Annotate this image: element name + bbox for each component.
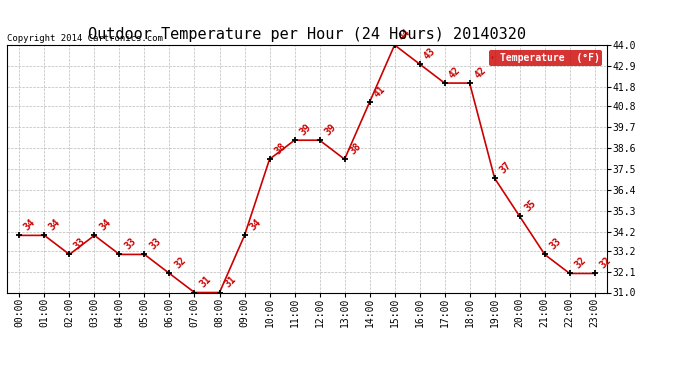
Text: 34: 34: [22, 217, 37, 232]
Text: 34: 34: [247, 217, 263, 232]
Text: 42: 42: [447, 65, 463, 80]
Text: 34: 34: [97, 217, 112, 232]
Text: Copyright 2014 Cartronics.com: Copyright 2014 Cartronics.com: [7, 34, 163, 43]
Text: 39: 39: [322, 122, 337, 137]
Text: 32: 32: [598, 255, 613, 271]
Text: 35: 35: [522, 198, 538, 214]
Text: 32: 32: [172, 255, 188, 271]
Text: 33: 33: [547, 236, 563, 252]
Text: 33: 33: [147, 236, 163, 252]
Text: 37: 37: [497, 160, 513, 176]
Text: 31: 31: [197, 274, 213, 290]
Text: 38: 38: [273, 141, 288, 156]
Text: 32: 32: [573, 255, 588, 271]
Text: 31: 31: [222, 274, 237, 290]
Text: 33: 33: [72, 236, 88, 252]
Text: 39: 39: [297, 122, 313, 137]
Text: 38: 38: [347, 141, 363, 156]
Text: 33: 33: [122, 236, 137, 252]
Text: 43: 43: [422, 46, 437, 61]
Text: 41: 41: [373, 84, 388, 99]
Legend: Temperature  (°F): Temperature (°F): [489, 50, 602, 66]
Title: Outdoor Temperature per Hour (24 Hours) 20140320: Outdoor Temperature per Hour (24 Hours) …: [88, 27, 526, 42]
Text: 34: 34: [47, 217, 63, 232]
Text: 42: 42: [473, 65, 488, 80]
Text: 44: 44: [397, 27, 413, 42]
